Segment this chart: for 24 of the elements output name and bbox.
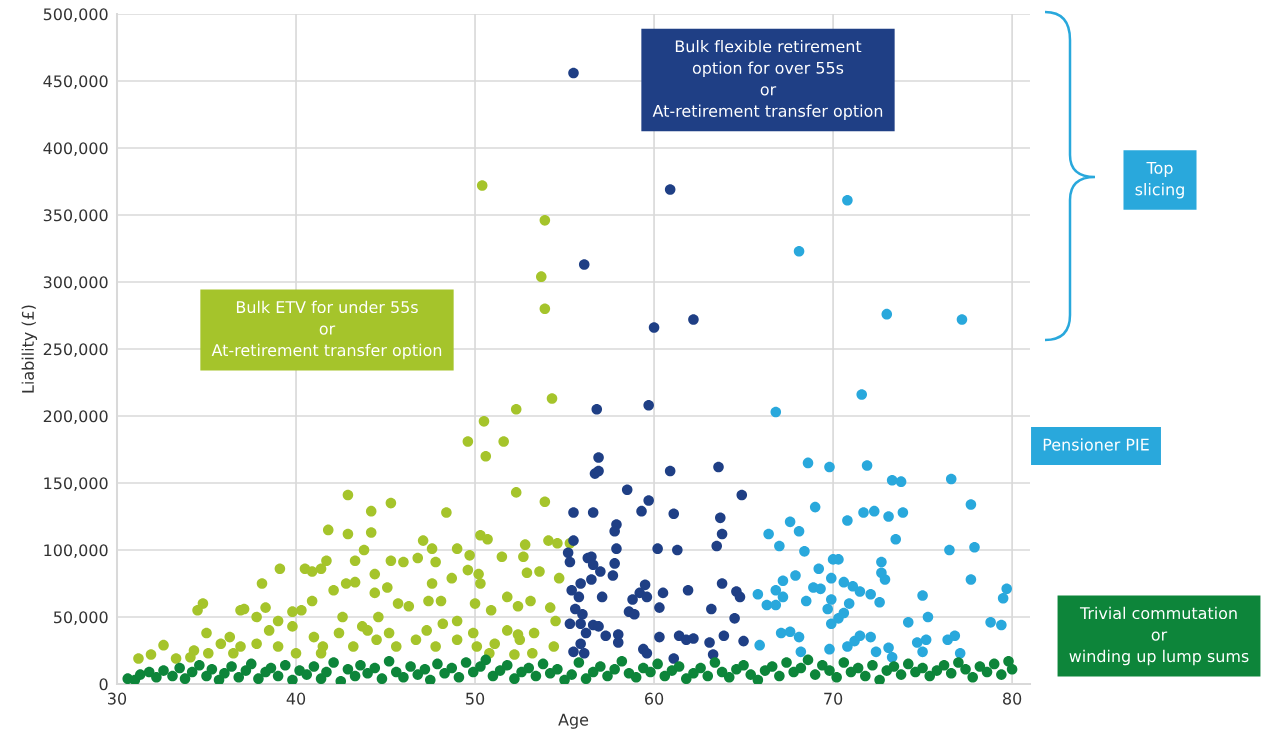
y-tick-label: 250,000 xyxy=(43,343,108,357)
x-tick-label: 30 xyxy=(108,692,127,705)
x-tick-label: 40 xyxy=(286,692,306,705)
text: Pensioner PIE xyxy=(1043,438,1149,451)
y-axis-title: Liability (£) xyxy=(21,305,38,393)
y-tick-label: 0 xyxy=(99,678,108,691)
text: Trivial commutation or winding up lump sums xyxy=(1069,606,1249,666)
x-tick-label: 50 xyxy=(466,692,485,705)
y-tick-label: 100,000 xyxy=(44,544,108,558)
y-tick-label: 300,000 xyxy=(43,276,108,290)
x-tick-label: 70 xyxy=(824,692,843,705)
x-tick-label: 60 xyxy=(645,692,664,705)
y-tick-label: 50,000 xyxy=(54,611,108,625)
y-tick-label: 450,000 xyxy=(43,75,108,89)
y-tick-label: 150,000 xyxy=(44,477,108,491)
x-tick-label: 80 xyxy=(1003,692,1022,705)
y-tick-label: 200,000 xyxy=(43,410,108,424)
y-tick-label: 500,000 xyxy=(43,8,108,22)
annotation: Bulk flexible retirement option for over 55s or At-retirement transfer option xyxy=(652,39,883,121)
text: Top slicing xyxy=(1135,162,1184,199)
annotation: Bulk ETV for under 55s or At-retirement transfer option xyxy=(211,300,442,360)
x-axis-title: Age xyxy=(558,713,589,729)
y-tick-label: 350,000 xyxy=(43,209,108,223)
y-tick-label: 400,000 xyxy=(43,142,108,156)
